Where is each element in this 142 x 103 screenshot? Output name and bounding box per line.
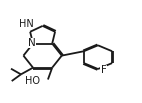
Text: HN: HN [19,19,34,29]
Text: N: N [28,38,36,48]
Text: HO: HO [25,76,40,86]
Text: F: F [101,65,106,75]
